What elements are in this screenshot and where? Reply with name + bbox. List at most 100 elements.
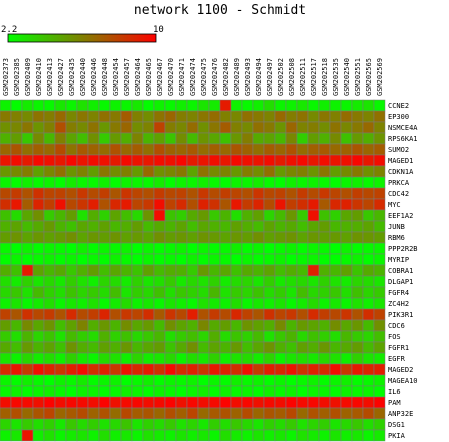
- heatmap-cell: [10, 374, 23, 387]
- heatmap-cell: [21, 143, 34, 156]
- heatmap-cell: [230, 275, 243, 288]
- heatmap-cell: [120, 198, 133, 211]
- heatmap-cell: [120, 407, 133, 420]
- column-label: GSM202465: [145, 58, 153, 96]
- heatmap-cell: [263, 143, 276, 156]
- heatmap-cell: [208, 220, 221, 233]
- heatmap-cell: [307, 231, 320, 244]
- heatmap-cell: [230, 374, 243, 387]
- heatmap-cell: [296, 242, 309, 255]
- heatmap-cell: [318, 275, 331, 288]
- heatmap-cell: [373, 99, 386, 112]
- heatmap-cell: [208, 110, 221, 123]
- heatmap-cell: [285, 330, 298, 343]
- heatmap-cell: [98, 341, 111, 354]
- heatmap-cell: [98, 242, 111, 255]
- heatmap-cell: [21, 385, 34, 398]
- heatmap-cell: [362, 385, 375, 398]
- heatmap-cell: [120, 253, 133, 266]
- heatmap-cell: [318, 143, 331, 156]
- heatmap-cell: [373, 297, 386, 310]
- heatmap-cell: [87, 132, 100, 145]
- heatmap-cell: [351, 363, 364, 376]
- heatmap-cell: [219, 363, 232, 376]
- heatmap-cell: [362, 286, 375, 299]
- heatmap-cell: [153, 110, 166, 123]
- heatmap-cell: [76, 132, 89, 145]
- heatmap-cell: [274, 121, 287, 134]
- heatmap-cell: [252, 99, 265, 112]
- heatmap-cell: [87, 385, 100, 398]
- heatmap-cell: [197, 330, 210, 343]
- heatmap-cell: [285, 374, 298, 387]
- heatmap-cell: [285, 396, 298, 409]
- heatmap-cell: [87, 297, 100, 310]
- heatmap-cell: [0, 231, 12, 244]
- heatmap-cell: [142, 242, 155, 255]
- heatmap-cell: [21, 99, 34, 112]
- heatmap-cell: [340, 407, 353, 420]
- heatmap-cell: [241, 176, 254, 189]
- heatmap-cell: [318, 154, 331, 167]
- heatmap-cell: [21, 341, 34, 354]
- column-label: GSM202565: [365, 58, 373, 96]
- heatmap-cell: [219, 132, 232, 145]
- heatmap-cell: [32, 396, 45, 409]
- heatmap-cell: [351, 374, 364, 387]
- heatmap-cell: [131, 264, 144, 277]
- heatmap-cell: [219, 121, 232, 134]
- heatmap-cell: [0, 143, 12, 156]
- heatmap-cell: [373, 429, 386, 442]
- heatmap-cell: [263, 275, 276, 288]
- heatmap-cell: [186, 330, 199, 343]
- row-label: DLGAP1: [388, 278, 413, 286]
- heatmap-cell: [54, 99, 67, 112]
- heatmap-cell: [329, 187, 342, 200]
- heatmap-cell: [318, 374, 331, 387]
- heatmap-cell: [351, 198, 364, 211]
- row-label: MAGEA10: [388, 377, 418, 385]
- heatmap-cell: [142, 385, 155, 398]
- heatmap-cell: [274, 253, 287, 266]
- heatmap-cell: [32, 154, 45, 167]
- heatmap-cell: [274, 220, 287, 233]
- heatmap-cell: [87, 187, 100, 200]
- heatmap-cell: [120, 209, 133, 222]
- heatmap-cell: [241, 121, 254, 134]
- heatmap-cell: [318, 308, 331, 321]
- heatmap-cell: [307, 385, 320, 398]
- heatmap-cell: [43, 253, 56, 266]
- heatmap-cell: [21, 187, 34, 200]
- heatmap-cell: [252, 330, 265, 343]
- heatmap-cell: [230, 99, 243, 112]
- heatmap-cell: [54, 319, 67, 332]
- heatmap-cell: [230, 319, 243, 332]
- heatmap-cell: [32, 121, 45, 134]
- heatmap-cell: [10, 308, 23, 321]
- heatmap-cell: [120, 99, 133, 112]
- heatmap-cell: [142, 429, 155, 442]
- heatmap-cell: [120, 187, 133, 200]
- heatmap-cell: [241, 297, 254, 310]
- heatmap-cell: [76, 286, 89, 299]
- heatmap-cell: [186, 341, 199, 354]
- heatmap-cell: [285, 176, 298, 189]
- heatmap-cell: [186, 176, 199, 189]
- heatmap-cell: [329, 143, 342, 156]
- heatmap-cell: [296, 154, 309, 167]
- heatmap-cell: [274, 429, 287, 442]
- heatmap-cell: [373, 209, 386, 222]
- heatmap-cell: [219, 341, 232, 354]
- heatmap-cell: [252, 396, 265, 409]
- heatmap-cell: [252, 253, 265, 266]
- heatmap-cell: [164, 297, 177, 310]
- heatmap-cell: [0, 297, 12, 310]
- heatmap-cell: [252, 209, 265, 222]
- heatmap-cell: [131, 143, 144, 156]
- heatmap-cell: [373, 143, 386, 156]
- heatmap-cell: [329, 99, 342, 112]
- heatmap-cell: [197, 418, 210, 431]
- heatmap-cell: [131, 242, 144, 255]
- heatmap-cell: [340, 286, 353, 299]
- row-label: EP300: [388, 113, 409, 121]
